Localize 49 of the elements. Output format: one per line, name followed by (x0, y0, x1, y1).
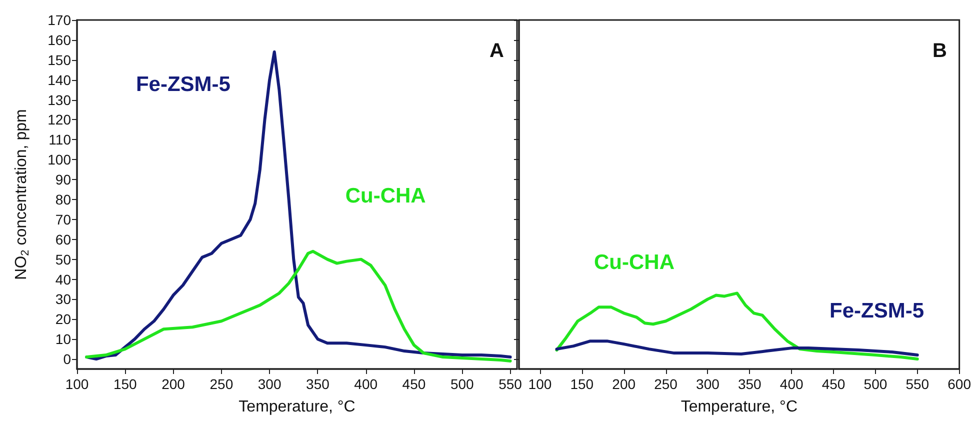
y-tick-label: 80 (55, 191, 72, 208)
x-tick-label: 550 (498, 376, 522, 392)
y-tick-label: 90 (55, 172, 72, 188)
text: B (932, 40, 948, 62)
y-tick-label: 170 (48, 12, 72, 28)
x-tick-label: 100 (65, 376, 89, 392)
x-tick-label: 350 (738, 376, 762, 392)
x-tick-label: 200 (162, 376, 186, 392)
x-tick-label: 150 (570, 376, 594, 392)
y-tick-label: 60 (55, 231, 72, 248)
y-tick-label: 10 (55, 331, 72, 348)
y-tick-label: 160 (48, 32, 72, 48)
x-tick-label: 500 (864, 376, 888, 392)
x-tick-label: 400 (354, 376, 378, 392)
x-tick-label: 100 (528, 376, 552, 392)
y-tick-label: 50 (55, 251, 72, 268)
x-tick-label: 600 (948, 376, 972, 392)
x-tick-label: 350 (306, 376, 330, 392)
x-tick-label: 550 (906, 376, 930, 392)
text: A (490, 40, 504, 62)
series-label: Fe-ZSM-5 (830, 300, 924, 323)
y-tick-label: 120 (48, 112, 72, 128)
y-tick-label: 130 (48, 92, 72, 108)
x-axis-title: Temperature, °C (680, 398, 798, 416)
text: Cu-CHA (345, 184, 426, 208)
x-tick-label: 200 (612, 376, 636, 392)
y-tick-label: 140 (48, 72, 72, 88)
y-tick-label: 40 (55, 271, 72, 288)
x-tick-label: 450 (822, 376, 846, 392)
series-label: Fe-ZSM-5 (136, 72, 231, 96)
y-tick-label: 30 (55, 291, 72, 308)
x-tick-label: 150 (113, 376, 138, 392)
y-tick-label: 0 (63, 351, 72, 368)
series-label: Cu-CHA (594, 250, 674, 274)
x-tick-label: 250 (210, 376, 234, 392)
x-tick-label: 300 (696, 376, 720, 392)
y-tick-label: 150 (48, 52, 72, 68)
y-tick-label: 110 (48, 132, 72, 148)
x-tick-label: 400 (780, 376, 804, 392)
x-tick-label: 250 (654, 376, 678, 392)
x-axis-title: Temperature, °C (238, 398, 356, 416)
line-series (85, 250, 512, 363)
y-tick-label: 20 (55, 311, 72, 328)
x-tick-label: 450 (402, 376, 426, 392)
x-tick-label: 300 (258, 376, 282, 392)
y-tick-label: 100 (48, 152, 72, 168)
y-axis-title: NO2 concentration, ppm (13, 109, 32, 280)
y-tick-label: 70 (55, 211, 72, 228)
x-tick-label: 500 (450, 376, 474, 392)
